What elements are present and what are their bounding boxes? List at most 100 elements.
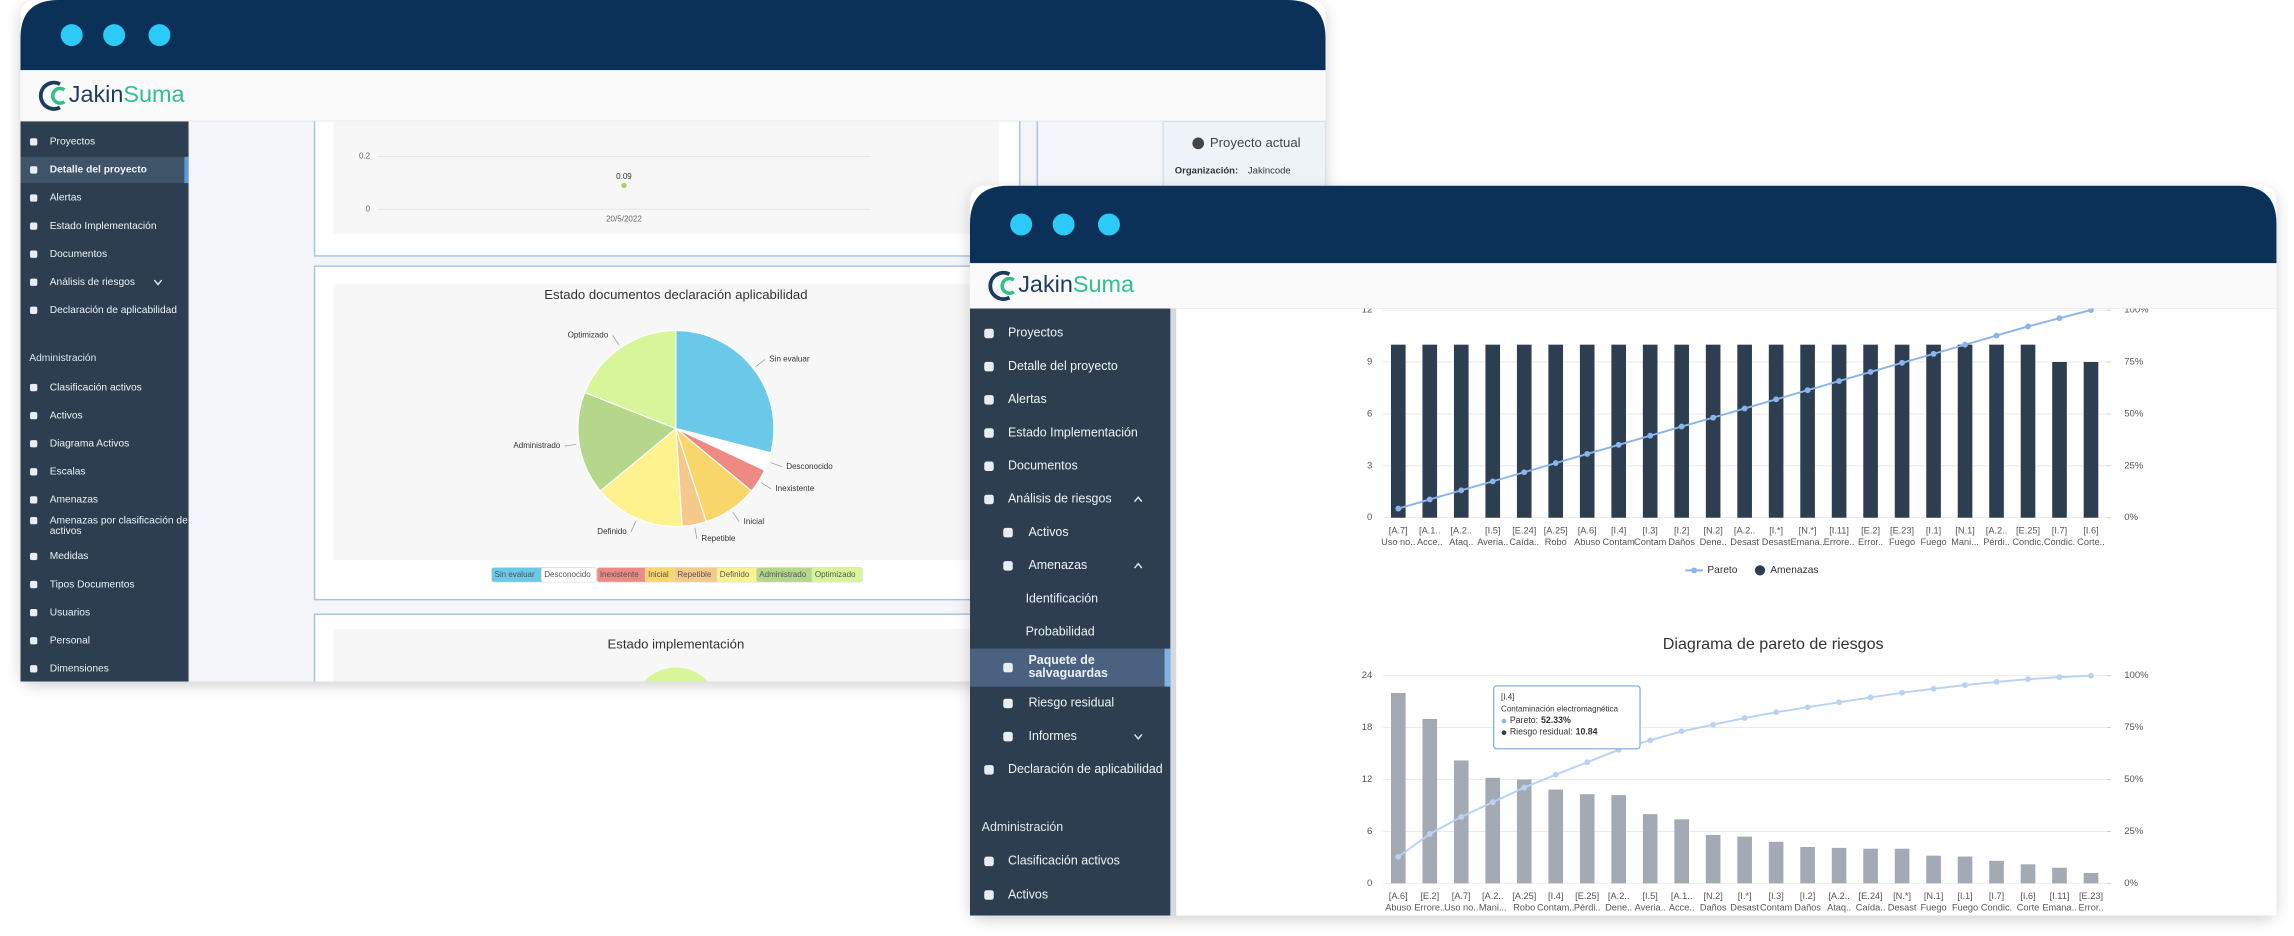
menu-icon xyxy=(29,468,38,476)
chart-title: Estado documentos declaración aplicabili… xyxy=(544,287,807,302)
legend-item[interactable]: Sin evaluar xyxy=(491,567,547,583)
x-tick-sublabel: Corte xyxy=(2017,903,2040,913)
window-dot xyxy=(1010,213,1033,236)
menu-icon xyxy=(984,856,994,867)
x-tick-label: [E.24] xyxy=(1859,891,1883,901)
x-tick-sublabel: Desast xyxy=(1730,537,1759,547)
window-dot xyxy=(148,24,171,47)
menu-item[interactable]: Activos xyxy=(29,410,83,421)
logo-part: Jakin xyxy=(69,81,124,107)
bar xyxy=(1422,344,1438,518)
menu-item[interactable]: Alertas xyxy=(29,193,82,204)
y2-tick-label: 0% xyxy=(2124,878,2138,889)
tooltip-line: Pareto: 52.33% xyxy=(1510,715,1571,725)
menu-item[interactable]: Dimensiones xyxy=(29,664,109,675)
menu-item[interactable]: Medidas xyxy=(29,551,88,562)
x-tick-sublabel: Corte.. xyxy=(2077,537,2105,547)
menu-item[interactable]: Amenazas por clasificación de activos xyxy=(29,515,188,537)
pareto-point xyxy=(1521,784,1528,791)
menu-item[interactable]: Diagrama Activos xyxy=(29,438,130,449)
x-tick-sublabel: Dene.. xyxy=(1605,903,1632,913)
legend-item[interactable]: Amenazas xyxy=(1754,565,1819,576)
x-tick-label: [N.1] xyxy=(1924,891,1943,901)
menu-item[interactable]: Personal xyxy=(29,635,90,646)
x-tick-label: [A.2.. xyxy=(1986,525,2008,535)
menu-item[interactable]: Activos xyxy=(1003,525,1069,539)
menu-item-active xyxy=(969,648,1165,687)
legend-item[interactable]: Pareto xyxy=(1685,565,1738,576)
pie-label: Repetible xyxy=(701,534,735,543)
menu-item[interactable]: Alertas xyxy=(984,392,1047,406)
legend-item[interactable]: Repetible xyxy=(674,567,721,583)
pareto-point xyxy=(1962,341,1968,348)
tooltip-box xyxy=(1493,685,1641,750)
menu-item[interactable]: Clasificación activos xyxy=(984,854,1120,868)
pie-label: Definido xyxy=(597,527,627,536)
menu-item[interactable]: Declaración de aplicabilidad xyxy=(984,762,1163,776)
menu-item[interactable]: Activos xyxy=(984,887,1048,901)
logo-icon xyxy=(988,270,1011,301)
menu-item[interactable]: Amenazas xyxy=(29,495,98,506)
menu-item-label: Diagrama Activos xyxy=(50,438,130,449)
bar xyxy=(1831,847,1847,884)
menu-item[interactable]: Estado Implementación xyxy=(984,425,1138,439)
menu-item[interactable]: Análisis de riesgos xyxy=(29,277,163,288)
menu-item[interactable]: Declaración de aplicabilidad xyxy=(29,305,177,316)
legend: Pareto Amenazas xyxy=(1685,565,1819,576)
legend-label: Pareto xyxy=(1707,565,1737,576)
menu-icon xyxy=(29,194,38,202)
tooltip-title: [I.4] xyxy=(1501,693,1514,702)
legend-item[interactable]: Inexistente xyxy=(596,567,653,583)
menu-item[interactable]: Probabilidad xyxy=(1026,625,1095,639)
pie-label-line xyxy=(694,527,698,540)
menu-caret xyxy=(1134,562,1143,569)
logo-bar xyxy=(969,263,2277,309)
legend-label: Repetible xyxy=(677,570,711,579)
y-tick-label: 0 xyxy=(366,204,371,213)
menu-icon xyxy=(984,428,994,438)
menu-item[interactable]: Detalle del proyecto xyxy=(984,359,1118,373)
y-tick-label: 24 xyxy=(1362,670,1373,681)
menu-item[interactable]: Escalas xyxy=(29,467,86,478)
menu-item[interactable]: Amenazas xyxy=(1003,558,1143,572)
sidebar-bg xyxy=(969,308,1171,916)
menu-icon xyxy=(1003,662,1013,673)
menu-icon xyxy=(984,328,994,339)
menu-icon xyxy=(1003,698,1013,709)
menu-item[interactable]: Estado Implementación xyxy=(29,221,157,232)
menu-item-label: Alertas xyxy=(1008,392,1047,406)
pareto-point xyxy=(1741,405,1748,412)
legend-item[interactable]: Administrado xyxy=(756,567,817,583)
menu-item[interactable]: Documentos xyxy=(29,249,107,260)
x-tick-label: [A.2.. xyxy=(1828,891,1850,901)
bar xyxy=(1831,344,1847,518)
x-tick-label: [I.3] xyxy=(1642,525,1657,535)
x-tick-sublabel: Condic. xyxy=(1981,903,2012,913)
x-tick-label: [I.7] xyxy=(1989,891,2004,901)
menu-item[interactable]: Análisis de riesgos xyxy=(984,492,1143,506)
menu-item-label: Clasificación activos xyxy=(1008,854,1120,868)
menu-item[interactable]: Documentos xyxy=(984,459,1078,473)
menu-item[interactable]: Identificación xyxy=(1026,591,1099,605)
legend-item[interactable]: Optimizado xyxy=(811,567,863,583)
legend-item[interactable]: Desconocido xyxy=(540,567,597,583)
menu-item[interactable]: Riesgo residual xyxy=(1003,696,1114,710)
logo-part: Suma xyxy=(123,81,185,107)
logo-icon xyxy=(50,86,66,105)
pie-slice xyxy=(675,329,775,454)
legend-item[interactable]: Definido xyxy=(716,567,759,583)
y2-tick-label: 50% xyxy=(2124,774,2144,785)
menu-item[interactable]: Proyectos xyxy=(29,137,95,148)
menu-item[interactable]: Proyectos xyxy=(984,326,1063,340)
menu-item[interactable]: Detalle del proyecto xyxy=(20,156,189,184)
menu-item[interactable]: Informes xyxy=(1003,729,1143,743)
menu-item[interactable]: Paquete de salvaguardas xyxy=(969,648,1171,687)
x-tick-sublabel: Robo xyxy=(1513,903,1535,913)
x-tick-sublabel: Fuego xyxy=(1889,537,1915,547)
menu-item[interactable]: Tipos Documentos xyxy=(29,579,135,590)
pareto-point xyxy=(2056,674,2063,681)
menu-item[interactable]: Clasificación activos xyxy=(29,382,142,393)
menu-item[interactable]: Usuarios xyxy=(29,607,90,618)
x-tick-label: [N.2] xyxy=(1703,525,1722,535)
tooltip-line: Riesgo residual: 10.84 xyxy=(1510,727,1598,737)
